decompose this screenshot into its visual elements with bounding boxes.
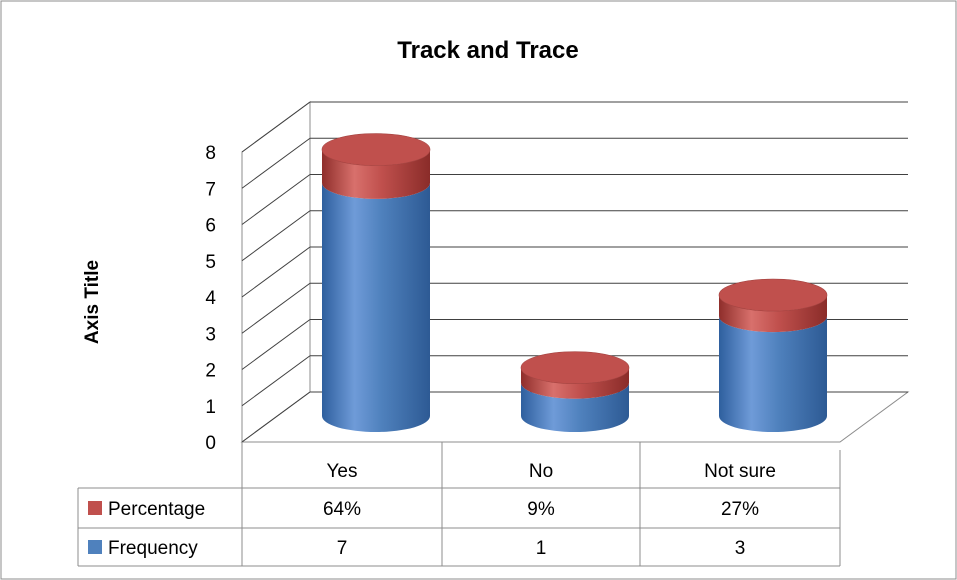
y-axis-title: Axis Title: [82, 260, 103, 344]
category-label: Not sure: [704, 461, 776, 482]
bar-group: [718, 278, 828, 432]
bar-cap: [718, 278, 828, 312]
bars: [321, 133, 828, 432]
gridline-side: [241, 391, 311, 443]
category-label: Yes: [327, 461, 358, 482]
bar-cap: [520, 351, 630, 385]
gridline-side: [241, 282, 311, 334]
data-label: 9%: [527, 499, 555, 520]
legend-label-frequency: Frequency: [108, 538, 198, 559]
y-tick-label: 8: [205, 143, 216, 164]
gridline-side: [241, 319, 311, 370]
data-label: 27%: [721, 499, 759, 520]
legend-key-frequency: [88, 540, 102, 554]
data-label: 64%: [323, 499, 361, 520]
y-tick-label: 2: [205, 361, 216, 382]
bar-percentage: [322, 149, 430, 199]
y-tick-label: 5: [205, 252, 216, 273]
data-table: Yes No Not sure Percentage 64% 9% 27% Frequency…: [77, 442, 841, 567]
gridline-side: [241, 137, 311, 189]
y-tick-label: 6: [205, 216, 216, 237]
bar-percentage: [521, 367, 629, 399]
y-tick-label: 3: [205, 324, 216, 345]
data-label: 7: [337, 538, 348, 559]
data-label: 3: [735, 538, 746, 559]
chart-title: Track and Trace: [397, 37, 578, 64]
data-label: 1: [536, 538, 547, 559]
gridline-side: [241, 174, 311, 225]
y-tick-label: 1: [205, 397, 216, 418]
y-tick-label: 7: [205, 179, 216, 200]
gridline-side: [241, 101, 311, 153]
gridline-side: [241, 210, 311, 262]
y-tick-labels: 0 1 2 3 4 5 6 7 8: [205, 143, 216, 454]
legend-key-percentage: [88, 501, 102, 515]
gridline-side: [241, 355, 311, 407]
y-tick-label: 4: [205, 288, 216, 309]
bar-frequency: [719, 316, 827, 432]
bar-cap: [321, 133, 431, 166]
bar-frequency: [322, 182, 430, 432]
bar-group: [520, 351, 630, 432]
legend-label-percentage: Percentage: [108, 499, 205, 520]
gridline-side: [241, 246, 311, 298]
bar-percentage: [719, 295, 827, 333]
y-tick-label: 0: [205, 433, 216, 454]
category-label: No: [529, 461, 553, 482]
bar-frequency: [521, 382, 629, 432]
bar-group: [321, 133, 431, 432]
